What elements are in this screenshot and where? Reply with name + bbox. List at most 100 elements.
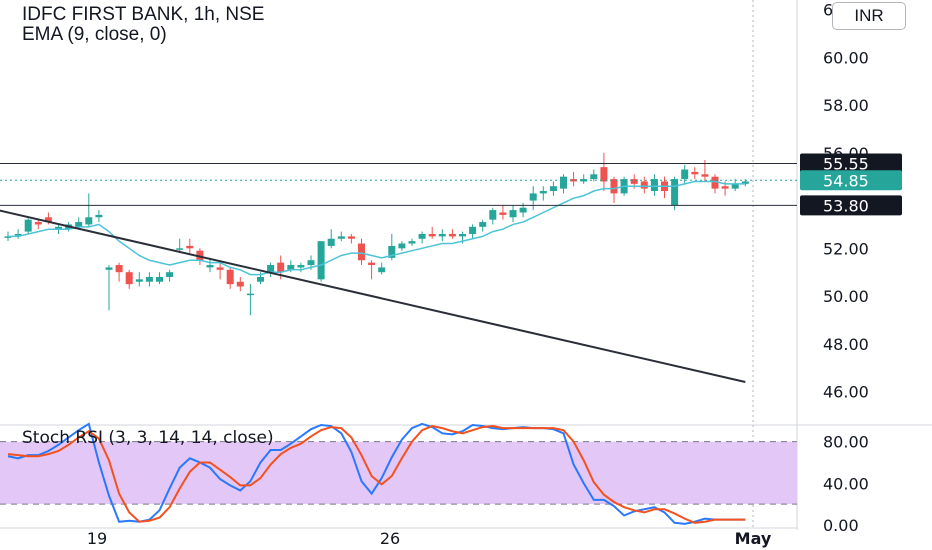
candle-body [277, 262, 285, 273]
candle-body [489, 210, 497, 220]
candle-body [590, 174, 598, 180]
level-label: 55.55 [823, 155, 869, 174]
candle-body [640, 181, 648, 189]
candle-body [580, 179, 588, 182]
candle-body [135, 279, 143, 282]
trendline[interactable] [0, 209, 746, 383]
stoch-rsi-title: Stoch RSI (3, 3, 14, 14, close) [22, 428, 274, 448]
price-axis-tick: 52.00 [823, 239, 869, 258]
candle-body [509, 210, 517, 218]
last-price-label: 54.85 [823, 171, 869, 190]
price-axis-tick: 46.00 [823, 383, 869, 402]
candle-body [216, 267, 224, 270]
last-price-badge [800, 170, 902, 191]
candle-body [75, 222, 83, 227]
ema-indicator-label: EMA (9, close, 0) [22, 24, 167, 45]
time-axis-tick: 26 [380, 529, 400, 548]
candle-body [156, 276, 163, 282]
candle-body [176, 248, 184, 250]
candle-body [206, 265, 214, 268]
candle-body [246, 293, 254, 296]
candle-body [610, 179, 618, 194]
candle-body [196, 250, 204, 261]
time-axis-tick: May [735, 529, 772, 548]
price-axis-tick: 60.00 [823, 48, 869, 67]
candle-body [681, 169, 689, 180]
candle-body [105, 267, 113, 270]
candle-body [115, 265, 123, 273]
candle-body [166, 272, 174, 277]
candle-body [539, 191, 547, 194]
price-axis-tick: 50.00 [823, 287, 869, 306]
candle-body [347, 236, 355, 239]
candle-body [549, 186, 557, 192]
candle-body [388, 245, 396, 258]
candle-body [398, 243, 406, 249]
time-axis[interactable]: 19 26 May [87, 529, 772, 548]
candle-body [499, 212, 507, 215]
stoch-axis-tick: 80.00 [823, 433, 869, 452]
candle-body [418, 233, 426, 239]
price-axis[interactable]: 62.0060.0058.0056.0052.0050.0048.0046.00… [800, 1, 902, 535]
level-badge [800, 153, 902, 174]
candle-body [741, 181, 749, 184]
candle-body [337, 236, 345, 239]
candle-body [317, 241, 325, 280]
candle-body [297, 265, 305, 268]
overlays [0, 163, 797, 383]
stoch-axis-tick: 40.00 [823, 474, 869, 493]
candle-body [630, 179, 638, 184]
candle-body [560, 176, 567, 189]
stoch-rsi-lines [7, 422, 746, 525]
candle-body [327, 238, 335, 246]
candle-body [721, 186, 729, 189]
candle-body [226, 269, 234, 285]
candle-body [368, 262, 376, 266]
candle-body [55, 226, 62, 230]
candle-body [236, 281, 244, 287]
candle-body [24, 219, 32, 232]
candle-body [95, 214, 103, 218]
candle-body [529, 193, 537, 201]
candle-body [650, 179, 658, 192]
price-axis-tick: 58.00 [823, 96, 869, 115]
candle-body [691, 171, 699, 175]
candle-body [34, 222, 42, 225]
candle-body [186, 245, 194, 249]
candle-body [428, 233, 436, 237]
candle-body [519, 207, 527, 213]
level-badge [800, 195, 902, 216]
candle-body [145, 276, 153, 282]
stoch-rsi-band [0, 441, 797, 505]
candle-body [671, 179, 679, 206]
stoch-rsi-d-line [7, 424, 746, 524]
candle-body [257, 276, 264, 282]
candle-body [14, 233, 22, 236]
candle-body [459, 233, 466, 237]
candle-body [600, 167, 608, 182]
level-label: 53.80 [823, 196, 869, 215]
candle-body [570, 179, 578, 182]
candles [4, 152, 749, 316]
candle-body [408, 241, 416, 244]
candle-body [479, 222, 487, 227]
candle-body [307, 260, 315, 266]
time-axis-tick: 19 [87, 529, 107, 548]
currency-selector[interactable]: INR [832, 2, 906, 30]
candle-body [85, 217, 93, 225]
stoch-axis-tick: 0.00 [823, 516, 859, 535]
candle-body [44, 217, 52, 223]
ema-line [8, 180, 746, 276]
candle-body [711, 176, 719, 189]
candle-body [267, 265, 275, 273]
symbol-title: IDFC FIRST BANK, 1h, NSE [22, 4, 265, 25]
candle-body [448, 233, 456, 237]
candle-body [287, 265, 295, 270]
candle-body [469, 226, 477, 234]
stoch-rsi-k-line [7, 422, 746, 525]
candle-body [438, 233, 446, 237]
candle-body [378, 267, 386, 273]
candle-body [731, 183, 739, 189]
price-axis-tick: 48.00 [823, 335, 869, 354]
